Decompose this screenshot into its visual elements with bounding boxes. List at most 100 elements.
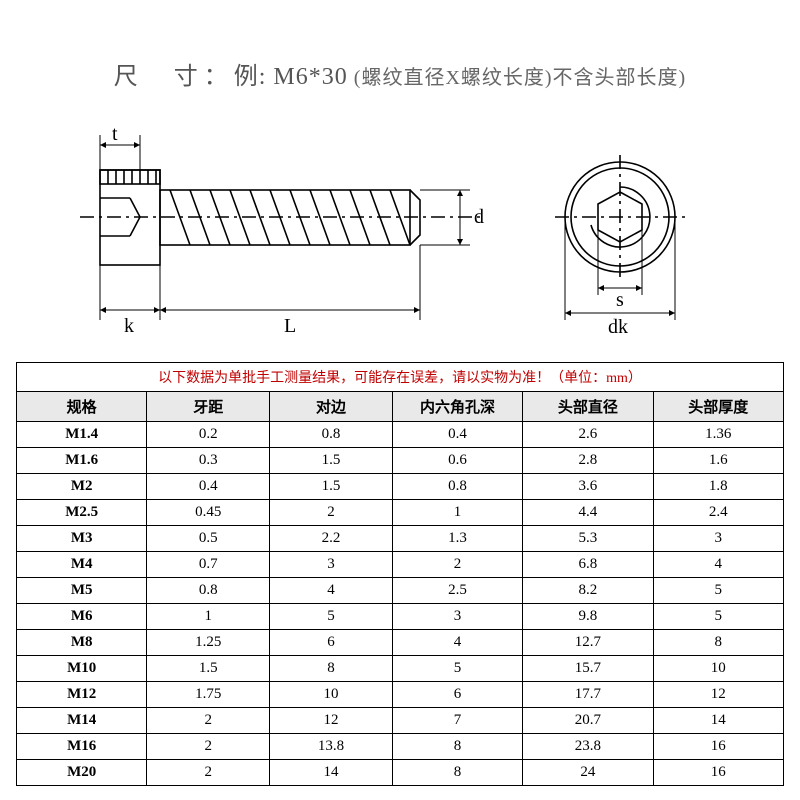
table-cell: 1.36 (653, 422, 783, 448)
spec-table: 以下数据为单批手工测量结果，可能存在误差，请以实物为准！（单位：mm） 规格 牙… (16, 362, 784, 786)
table-cell: 17.7 (523, 682, 653, 708)
table-cell: M2.5 (17, 500, 147, 526)
table-cell: 0.3 (147, 448, 270, 474)
table-row: M1.40.20.80.42.61.36 (17, 422, 784, 448)
table-cell: 0.6 (392, 448, 522, 474)
table-cell: 4 (270, 578, 393, 604)
table-cell: 5 (653, 578, 783, 604)
table-cell: M8 (17, 630, 147, 656)
label-L: L (284, 315, 296, 337)
table-cell: 4 (653, 552, 783, 578)
table-cell: M14 (17, 708, 147, 734)
table-cell: 1.8 (653, 474, 783, 500)
table-cell: 14 (270, 760, 393, 786)
table-cell: 2 (147, 760, 270, 786)
table-cell: M20 (17, 760, 147, 786)
table-cell: 15.7 (523, 656, 653, 682)
table-cell: 4.4 (523, 500, 653, 526)
bolt-diagram: t d k L s dk (60, 120, 740, 350)
table-cell: 0.8 (270, 422, 393, 448)
table-cell: 0.4 (392, 422, 522, 448)
table-cell: 0.5 (147, 526, 270, 552)
table-cell: M1.6 (17, 448, 147, 474)
table-cell: 16 (653, 734, 783, 760)
table-cell: 2.5 (392, 578, 522, 604)
table-cell: 5.3 (523, 526, 653, 552)
table-cell: 5 (653, 604, 783, 630)
table-cell: M12 (17, 682, 147, 708)
label-dk: dk (608, 316, 628, 338)
table-cell: 2.4 (653, 500, 783, 526)
table-cell: 1.75 (147, 682, 270, 708)
col-headh: 头部厚度 (653, 392, 783, 422)
table-cell: 1.3 (392, 526, 522, 552)
table-row: M61539.85 (17, 604, 784, 630)
table-row: M81.256412.78 (17, 630, 784, 656)
table-cell: M3 (17, 526, 147, 552)
table-row: M101.58515.710 (17, 656, 784, 682)
table-cell: 5 (392, 656, 522, 682)
table-row: M30.52.21.35.33 (17, 526, 784, 552)
col-depth: 内六角孔深 (392, 392, 522, 422)
col-pitch: 牙距 (147, 392, 270, 422)
table-cell: M4 (17, 552, 147, 578)
table-cell: 8 (653, 630, 783, 656)
bolt-svg: t d k L s dk (60, 120, 740, 350)
table-row: M40.7326.84 (17, 552, 784, 578)
table-cell: 1.5 (147, 656, 270, 682)
label-k: k (124, 315, 134, 337)
table-cell: 1 (147, 604, 270, 630)
table-cell: 6 (392, 682, 522, 708)
table-cell: 7 (392, 708, 522, 734)
table-cell: 12.7 (523, 630, 653, 656)
table-cell: M16 (17, 734, 147, 760)
table-cell: 2 (147, 708, 270, 734)
table-cell: 1.5 (270, 448, 393, 474)
table-cell: 14 (653, 708, 783, 734)
table-cell: 0.2 (147, 422, 270, 448)
table-cell: 23.8 (523, 734, 653, 760)
table-cell: 24 (523, 760, 653, 786)
table-cell: M1.4 (17, 422, 147, 448)
table-cell: 8 (392, 734, 522, 760)
table-cell: 3 (653, 526, 783, 552)
table-cell: 1.5 (270, 474, 393, 500)
table-cell: 10 (270, 682, 393, 708)
table-cell: 6.8 (523, 552, 653, 578)
table-row: M16213.8823.816 (17, 734, 784, 760)
table-cell: 3 (392, 604, 522, 630)
label-t: t (112, 123, 118, 145)
table-row: M1.60.31.50.62.81.6 (17, 448, 784, 474)
table-cell: 12 (653, 682, 783, 708)
table-note: 以下数据为单批手工测量结果，可能存在误差，请以实物为准！（单位：mm） (17, 363, 784, 392)
table-cell: 13.8 (270, 734, 393, 760)
table-cell: M5 (17, 578, 147, 604)
table-row: M50.842.58.25 (17, 578, 784, 604)
table-cell: 3 (270, 552, 393, 578)
label-d: d (474, 206, 484, 228)
table-note-row: 以下数据为单批手工测量结果，可能存在误差，请以实物为准！（单位：mm） (17, 363, 784, 392)
table-cell: 16 (653, 760, 783, 786)
table-row: M2.50.45214.42.4 (17, 500, 784, 526)
table-cell: 0.8 (392, 474, 522, 500)
table-row: M14212720.714 (17, 708, 784, 734)
table-cell: 5 (270, 604, 393, 630)
table-cell: 0.45 (147, 500, 270, 526)
table-cell: 2.2 (270, 526, 393, 552)
table-cell: 8 (270, 656, 393, 682)
table-cell: 2.6 (523, 422, 653, 448)
table-row: M20.41.50.83.61.8 (17, 474, 784, 500)
table-cell: M6 (17, 604, 147, 630)
col-headd: 头部直径 (523, 392, 653, 422)
table-cell: 2.8 (523, 448, 653, 474)
table-row: M2021482416 (17, 760, 784, 786)
table-cell: 20.7 (523, 708, 653, 734)
table-cell: 0.4 (147, 474, 270, 500)
table-cell: 8 (392, 760, 522, 786)
table-row: M121.7510617.712 (17, 682, 784, 708)
table-cell: 4 (392, 630, 522, 656)
table-cell: 1.25 (147, 630, 270, 656)
table-cell: 2 (392, 552, 522, 578)
table-cell: 3.6 (523, 474, 653, 500)
table-header-row: 规格 牙距 对边 内六角孔深 头部直径 头部厚度 (17, 392, 784, 422)
